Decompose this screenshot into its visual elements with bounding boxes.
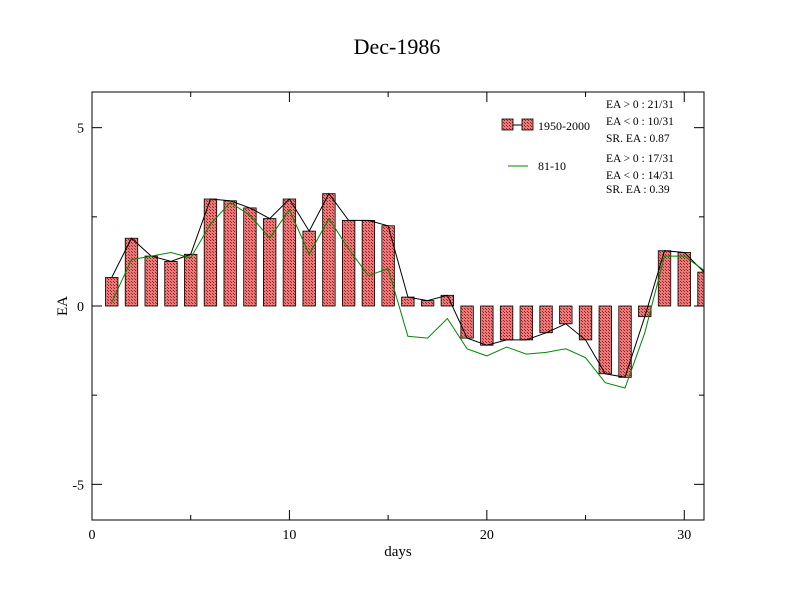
- bar: [499, 305, 514, 341]
- x-tick-label: 10: [282, 528, 296, 543]
- series-line-1950-2000: [111, 192, 705, 378]
- stats2-line2: EA < 0 : 14/31: [606, 170, 674, 182]
- y-tick-label: -5: [72, 478, 84, 493]
- bar: [559, 305, 573, 325]
- legend-series2-label: 81-10: [538, 159, 566, 173]
- bar: [203, 198, 218, 307]
- stats2-line1: EA > 0 : 17/31: [606, 153, 674, 165]
- stats2-line3: SR. EA : 0.39: [606, 184, 670, 196]
- bar: [697, 271, 705, 307]
- stats1-line1: EA > 0 : 21/31: [606, 99, 674, 111]
- chart-title: Dec-1986: [354, 34, 441, 59]
- y-axis-label: EA: [55, 296, 71, 316]
- series-line-81-10: [111, 201, 705, 389]
- bar: [282, 198, 297, 307]
- bar: [381, 225, 395, 307]
- bar: [361, 219, 376, 307]
- legend-bar-swatch-left: [501, 118, 514, 131]
- lines-group: [111, 192, 705, 389]
- bar: [144, 255, 158, 307]
- bar: [341, 219, 356, 307]
- bar: [618, 305, 632, 378]
- bar: [243, 207, 257, 307]
- bar: [539, 305, 553, 334]
- bar: [519, 305, 533, 341]
- bar: [322, 193, 336, 307]
- bar: [124, 237, 139, 307]
- bar: [578, 305, 593, 341]
- stats1-line3: SR. EA : 0.87: [606, 133, 670, 145]
- stats1-line2: EA < 0 : 10/31: [606, 116, 674, 128]
- bar: [598, 305, 612, 375]
- x-tick-label: 30: [677, 528, 691, 543]
- bar: [460, 305, 474, 339]
- x-tick-label: 0: [89, 528, 96, 543]
- bar: [657, 250, 672, 307]
- bar: [184, 253, 198, 307]
- y-tick-label: 5: [77, 122, 84, 137]
- y-tick-label: 0: [77, 300, 84, 315]
- bar: [223, 200, 237, 307]
- bar: [164, 261, 178, 307]
- legend-bar-swatch-right: [521, 118, 534, 131]
- bar: [480, 305, 494, 346]
- legend-series1-label: 1950-2000: [538, 119, 590, 133]
- x-tick-label: 20: [480, 528, 494, 543]
- bar: [302, 230, 316, 307]
- ticks-group: 0 10 20 30 -5 0 5: [72, 92, 704, 543]
- bar: [401, 296, 415, 307]
- bar: [420, 300, 435, 307]
- bar: [677, 252, 691, 307]
- x-axis-label: days: [384, 544, 412, 560]
- bars-group: [105, 193, 705, 378]
